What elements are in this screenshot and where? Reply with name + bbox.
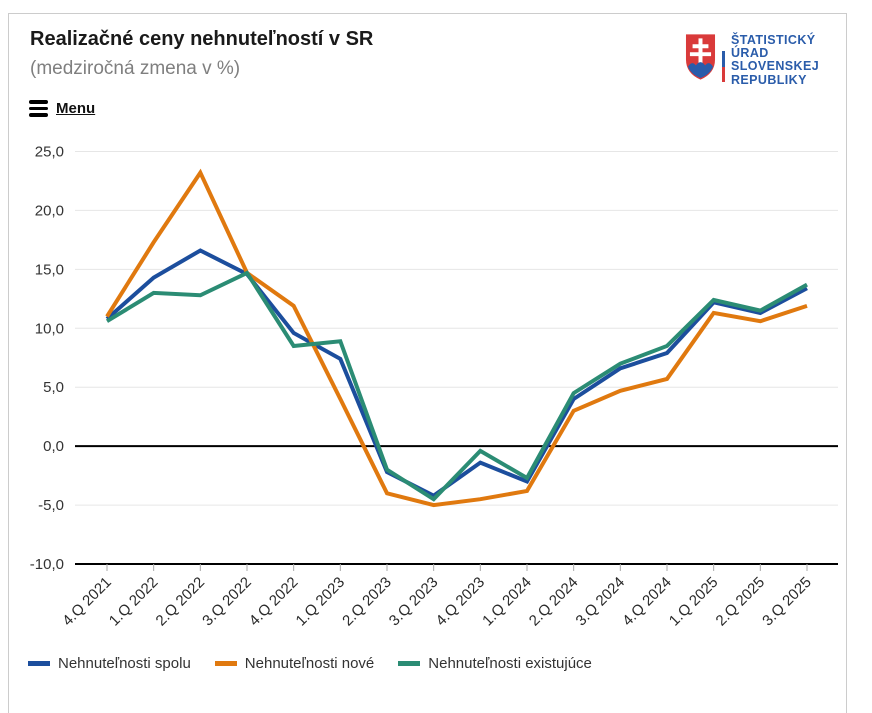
svg-text:0,0: 0,0: [43, 438, 64, 455]
legend-swatch-spolu: [28, 661, 50, 666]
widget-panel: [8, 13, 847, 713]
svg-text:5,0: 5,0: [43, 379, 64, 396]
chart-gridlines: [75, 151, 838, 565]
logo-line: ŠTATISTICKÝ: [731, 33, 816, 47]
svg-text:4.Q 2023: 4.Q 2023: [432, 574, 488, 630]
svg-text:4.Q 2022: 4.Q 2022: [246, 574, 302, 630]
logo-line: REPUBLIKY: [731, 72, 807, 87]
logo-line: ÚRAD: [731, 46, 769, 61]
svg-text:4.Q 2024: 4.Q 2024: [619, 574, 675, 630]
svg-text:10,0: 10,0: [35, 320, 64, 337]
chart-y-labels: 25,0 20,0 15,0 10,0 5,0 0,0 -5,0 -10,0: [30, 144, 64, 574]
menu-label: Menu: [56, 100, 96, 117]
svg-text:20,0: 20,0: [35, 202, 64, 219]
svg-text:-5,0: -5,0: [38, 497, 64, 514]
legend-swatch-nove: [214, 661, 237, 666]
svg-text:1.Q 2024: 1.Q 2024: [479, 574, 535, 630]
slovak-coat-of-arms-icon: [685, 34, 716, 80]
svg-text:1.Q 2025: 1.Q 2025: [666, 574, 722, 630]
legend-item-nove[interactable]: Nehnuteľnosti nové: [214, 655, 374, 672]
svg-text:1.Q 2022: 1.Q 2022: [106, 574, 162, 630]
logo-line: SLOVENSKEJ: [731, 59, 820, 74]
chart-legend: Nehnuteľnosti spolu Nehnuteľnosti nové N…: [28, 655, 592, 672]
svg-text:25,0: 25,0: [35, 144, 64, 161]
legend-item-spolu[interactable]: Nehnuteľnosti spolu: [28, 655, 191, 672]
hamburger-icon: [29, 100, 48, 117]
legend-swatch-existujuce: [398, 661, 421, 666]
chart-series-lines: [105, 168, 808, 508]
svg-text:15,0: 15,0: [35, 261, 64, 278]
svg-text:3.Q 2022: 3.Q 2022: [199, 574, 255, 630]
svg-text:3.Q 2023: 3.Q 2023: [386, 574, 442, 630]
tricolor-divider: [722, 36, 725, 82]
menu-button[interactable]: Menu: [29, 100, 95, 117]
svg-text:3.Q 2024: 3.Q 2024: [572, 574, 628, 630]
svg-text:2.Q 2023: 2.Q 2023: [339, 574, 395, 630]
svg-text:4.Q 2021: 4.Q 2021: [59, 574, 115, 630]
statistical-office-logo: ŠTATISTICKÝ ÚRAD SLOVENSKEJ REPUBLIKY: [684, 33, 819, 87]
price-chart: 25,0 20,0 15,0 10,0 5,0 0,0 -5,0 -10,0 4.Q 2021…: [30, 144, 838, 630]
svg-text:1.Q 2023: 1.Q 2023: [292, 574, 348, 630]
legend-item-existujuce[interactable]: Nehnuteľnosti existujúce: [398, 655, 592, 672]
svg-text:2.Q 2022: 2.Q 2022: [152, 574, 208, 630]
chart-subtitle: (medziročná zmena v %): [30, 58, 241, 79]
svg-text:3.Q 2025: 3.Q 2025: [759, 574, 815, 630]
svg-text:2.Q 2024: 2.Q 2024: [526, 574, 582, 630]
svg-text:-10,0: -10,0: [30, 556, 64, 573]
chart-title: Realizačné ceny nehnuteľností v SR: [30, 28, 374, 50]
svg-text:2.Q 2025: 2.Q 2025: [712, 574, 768, 630]
chart-x-ticks: [106, 564, 808, 571]
